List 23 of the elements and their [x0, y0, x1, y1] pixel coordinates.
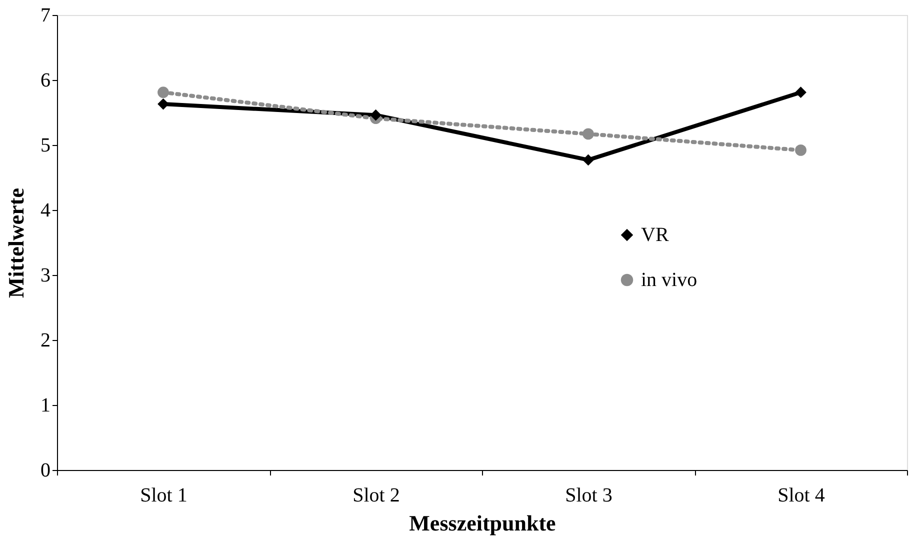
legend-label: VR — [641, 224, 670, 246]
point — [582, 128, 594, 140]
x-tick-label: Slot 3 — [565, 484, 612, 506]
point — [370, 109, 382, 121]
y-axis-title: Mittelwerte — [4, 188, 28, 298]
point — [795, 144, 806, 156]
y-tick-label: 5 — [40, 134, 50, 156]
y-tick-label: 3 — [40, 264, 50, 286]
point — [582, 154, 594, 166]
y-tick-label: 2 — [40, 330, 50, 352]
point — [158, 98, 169, 110]
y-tick-label: 6 — [40, 70, 50, 92]
y-tick-label: 4 — [40, 200, 50, 222]
x-axis-title: Messzeitpunkte — [409, 510, 556, 536]
y-tick-label: 0 — [40, 460, 50, 482]
point — [158, 86, 169, 98]
x-tick-label: Slot 1 — [140, 484, 188, 506]
x-tick-label: Slot 4 — [778, 484, 825, 506]
x-tick-label: Slot 2 — [352, 484, 400, 506]
point — [795, 86, 806, 98]
legend-label: in vivo — [641, 269, 698, 291]
y-tick-label: 7 — [40, 4, 50, 26]
y-tick-label: 1 — [40, 394, 50, 416]
